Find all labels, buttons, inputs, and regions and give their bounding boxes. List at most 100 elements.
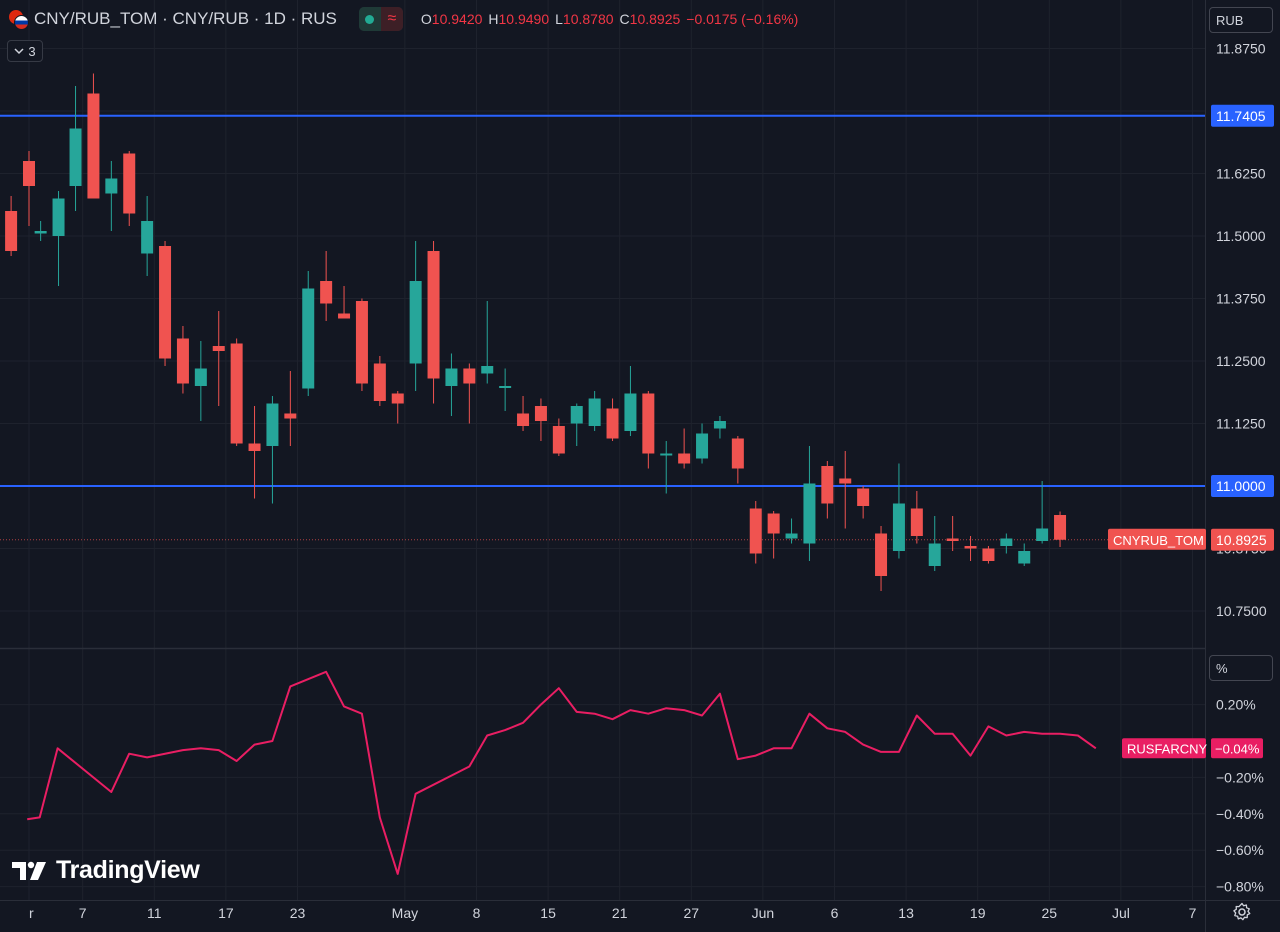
candle-body [731, 438, 744, 469]
candle-body [821, 466, 834, 504]
candle [660, 441, 673, 494]
candle [194, 341, 207, 421]
open-value: 10.9420 [431, 11, 483, 27]
candle [1018, 543, 1031, 566]
candle [5, 196, 18, 256]
ohlc-values: O 10.9420 H 10.9490 L 10.8780 C 10.8925 −0.0… [420, 11, 799, 27]
change-value: −0.0175 (−0.16%) [686, 11, 799, 27]
candle-body [302, 288, 315, 389]
indicators-toggle-button[interactable]: 3 [7, 40, 43, 62]
candle-body [338, 313, 351, 319]
candle-body [928, 543, 941, 566]
candle [749, 501, 762, 564]
candle-body [552, 426, 565, 454]
candle [606, 398, 619, 441]
spread-value-label: −0.04% [1215, 741, 1260, 756]
candle [391, 391, 404, 424]
market-status[interactable]: ≈ [358, 7, 403, 31]
candle-body [1054, 515, 1067, 540]
candle-body [445, 368, 458, 386]
spread-series-line [27, 670, 1097, 875]
time-tick-label: 21 [612, 905, 628, 921]
candle [731, 436, 744, 484]
candle-body [696, 433, 709, 459]
candle-body [713, 421, 726, 429]
spread-name-label: RUSFARCNY [1127, 741, 1208, 756]
candle-body [534, 406, 547, 421]
hline-price-label: 11.7405 [1216, 108, 1266, 124]
series-name-label: CNYRUB_TOM [1113, 533, 1204, 548]
candle-body [23, 161, 35, 186]
candle [588, 391, 601, 431]
candle-body [230, 343, 243, 444]
time-tick-label: 25 [1042, 905, 1058, 921]
candle [1054, 511, 1067, 547]
series-name-label-bg [1108, 528, 1206, 550]
candle [320, 251, 333, 321]
candle-body [355, 301, 368, 384]
brand-name: TradingView [56, 856, 200, 884]
low-value: 10.8780 [562, 11, 614, 27]
candle [52, 191, 65, 286]
market-open-dot-icon [365, 14, 375, 24]
last-price-label-bg [1211, 528, 1274, 551]
candle [230, 338, 243, 446]
symbol-title[interactable]: CNY/RUB_TOM · CNY/RUB · 1D · RUS [34, 9, 337, 28]
chevron-down-icon [14, 48, 24, 55]
candle-body [391, 393, 404, 404]
candle-body [52, 198, 65, 236]
candle [284, 371, 297, 446]
candle [212, 311, 225, 406]
time-tick-label: 27 [684, 905, 700, 921]
currency-flags-icon [8, 9, 29, 30]
candle-body [427, 251, 440, 379]
candle [176, 326, 189, 394]
candle-body [123, 153, 136, 214]
percent-scale-button[interactable]: % [1209, 655, 1273, 681]
candle [678, 428, 691, 469]
spread-name-label-bg [1122, 738, 1206, 759]
candle-body [749, 508, 762, 554]
time-tick-label: May [392, 905, 418, 921]
candle-body [678, 453, 691, 464]
candle-body [624, 393, 637, 431]
candle [696, 423, 709, 464]
candle [785, 518, 798, 544]
candle [159, 241, 172, 366]
candle-body [34, 231, 47, 234]
candle-body [159, 246, 172, 359]
percent-tick-label: −0.60% [1216, 842, 1264, 858]
candle [87, 73, 100, 199]
candle-body [87, 93, 100, 199]
candle-body [839, 478, 852, 484]
candle [463, 363, 476, 424]
percent-tick-label: −0.80% [1216, 879, 1264, 895]
hline-label-bg [1211, 475, 1274, 497]
currency-button[interactable]: RUB [1209, 7, 1273, 33]
candle [427, 241, 440, 404]
candle [570, 403, 583, 446]
last-price-label: 10.8925 [1216, 532, 1267, 548]
hline-label-bg [1211, 104, 1274, 127]
percent-tick-label: −0.40% [1216, 806, 1264, 822]
candle-body [517, 413, 530, 426]
settings-button[interactable] [1231, 901, 1253, 923]
candle [105, 161, 118, 231]
price-tick-label: 11.1250 [1216, 416, 1266, 432]
candle [302, 271, 315, 396]
candle [839, 451, 852, 529]
candle [803, 446, 816, 561]
axis-labels: 11.875011.750011.625011.500011.375011.25… [29, 41, 1274, 921]
time-tick-label: 11 [147, 905, 162, 921]
candle-body [1036, 528, 1049, 541]
candle [624, 366, 637, 436]
candle [910, 491, 923, 544]
time-tick-label: 17 [218, 905, 234, 921]
candle [821, 461, 834, 519]
time-tick-label: Jul [1112, 905, 1130, 921]
close-value: 10.8925 [629, 11, 681, 27]
horizontal-lines [0, 114, 1205, 541]
indicators-count: 3 [28, 43, 36, 59]
